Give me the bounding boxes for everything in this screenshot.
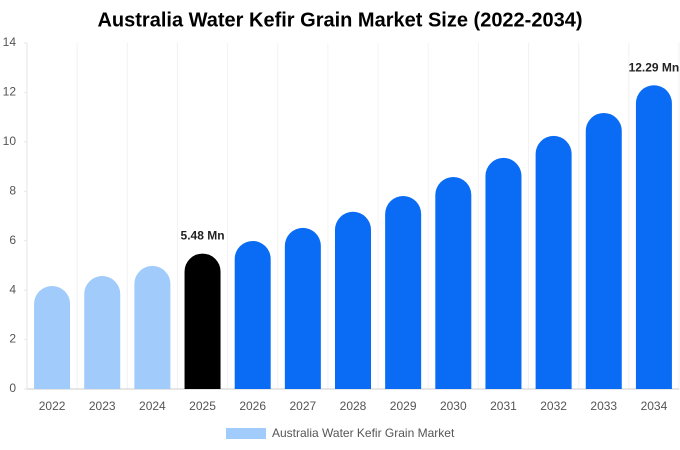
y-tick-label: 14 xyxy=(3,35,17,49)
chart-title: Australia Water Kefir Grain Market Size … xyxy=(97,9,582,31)
value-label: 12.29 Mn xyxy=(629,60,680,74)
x-tick-label: 2023 xyxy=(89,399,116,413)
x-tick-label: 2026 xyxy=(239,399,266,413)
x-tick-label: 2031 xyxy=(490,399,517,413)
y-tick-label: 12 xyxy=(3,85,17,99)
bar xyxy=(134,265,171,389)
bar xyxy=(385,195,422,389)
y-tick-label: 0 xyxy=(9,381,16,395)
x-tick-label: 2030 xyxy=(440,399,467,413)
bar xyxy=(34,285,71,389)
bar xyxy=(84,276,121,389)
x-tick-label: 2025 xyxy=(189,399,216,413)
bar xyxy=(635,85,672,389)
bar xyxy=(485,157,522,389)
y-tick-label: 4 xyxy=(9,282,16,296)
bar xyxy=(184,253,221,389)
bar xyxy=(585,112,622,390)
y-tick-label: 6 xyxy=(9,233,16,247)
y-tick-label: 10 xyxy=(3,134,17,148)
bar xyxy=(284,227,321,389)
x-tick-label: 2024 xyxy=(139,399,166,413)
x-tick-label: 2029 xyxy=(390,399,417,413)
legend-swatch xyxy=(226,428,266,439)
x-tick-label: 2028 xyxy=(340,399,367,413)
bar xyxy=(234,240,271,389)
bar xyxy=(435,176,472,389)
x-tick-label: 2032 xyxy=(540,399,567,413)
bar xyxy=(335,211,371,389)
x-tick-label: 2022 xyxy=(39,399,66,413)
legend-label: Australia Water Kefir Grain Market xyxy=(272,426,455,440)
y-tick-label: 8 xyxy=(9,183,16,197)
y-tick-label: 2 xyxy=(9,332,16,346)
x-tick-label: 2033 xyxy=(590,399,617,413)
bar xyxy=(535,135,572,389)
x-tick-label: 2027 xyxy=(289,399,316,413)
value-label: 5.48 Mn xyxy=(181,229,225,243)
x-tick-label: 2034 xyxy=(641,399,668,413)
